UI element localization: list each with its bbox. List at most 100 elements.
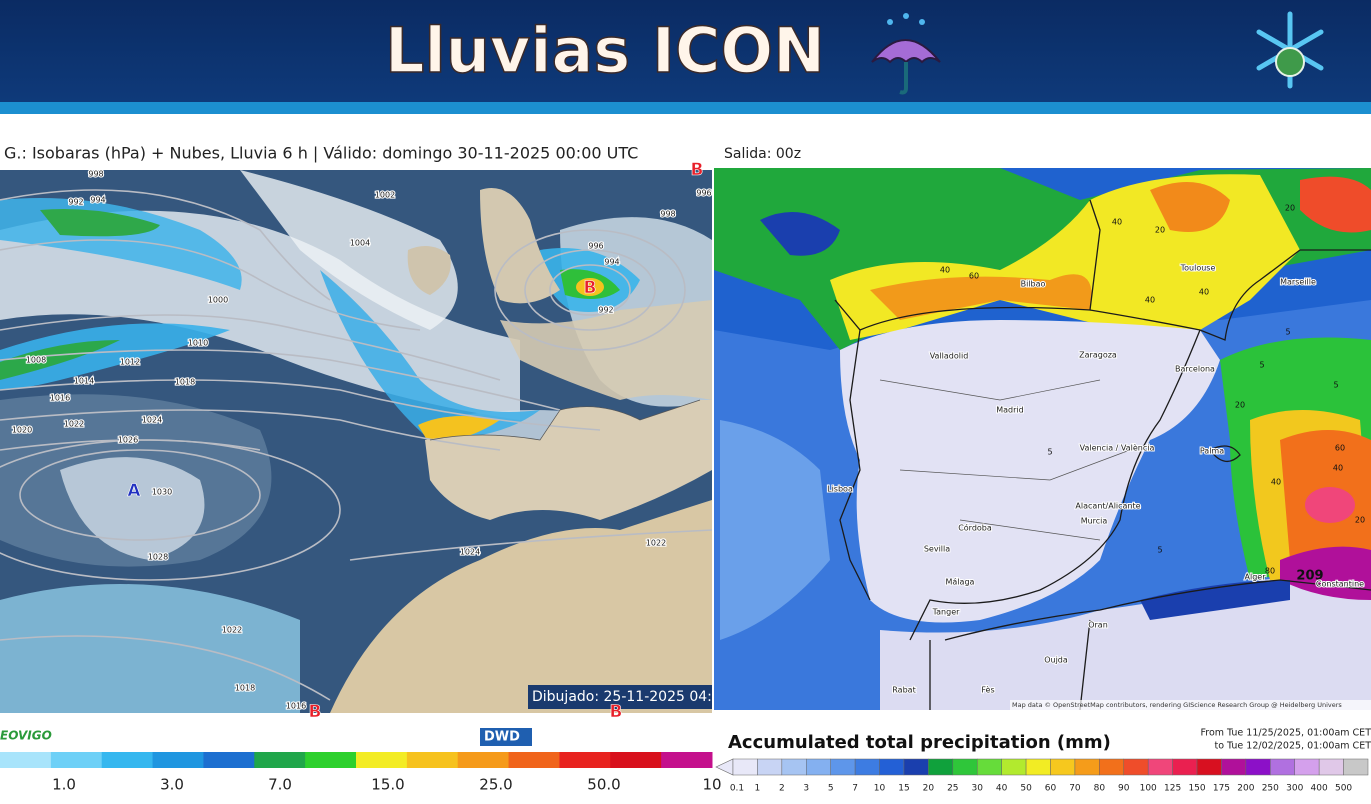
legend-swatch	[101, 752, 154, 768]
legend-swatch	[305, 752, 357, 768]
isobar-label: 996	[588, 242, 603, 251]
legend-label: 10	[702, 776, 721, 794]
city-label: Fès	[981, 685, 994, 695]
legend-label: 20	[923, 784, 935, 794]
legend-swatch	[1221, 758, 1247, 776]
city-label: Lisboa	[827, 485, 853, 494]
right-map	[714, 168, 1371, 710]
contour-label: 5	[1285, 328, 1290, 337]
isobar-label: 1008	[26, 356, 46, 365]
contour-label: 5	[1333, 381, 1338, 390]
legend-swatch	[1196, 758, 1222, 776]
isobar-label: 1004	[350, 239, 370, 248]
legend-swatch	[661, 752, 713, 768]
right-caption: Salida: 00z	[724, 146, 801, 162]
legend-swatch	[903, 758, 929, 776]
period-to: to Tue 12/02/2025, 01:00am CET	[1214, 741, 1371, 752]
contour-label: 20	[1155, 226, 1165, 235]
legend-swatch	[559, 752, 611, 768]
legend-label: 1.0	[52, 776, 76, 794]
legend-label: 30	[972, 784, 984, 794]
city-label: Sevilla	[924, 545, 950, 554]
city-label: Valladolid	[930, 352, 969, 361]
legend-swatch	[1294, 758, 1320, 776]
pressure-center: B	[309, 702, 322, 722]
legend-label: 70	[1069, 784, 1081, 794]
isobar-label: 1030	[152, 488, 172, 497]
isobar-label: 1016	[286, 702, 306, 711]
legend-swatch	[406, 752, 459, 768]
legend-swatch	[1172, 758, 1198, 776]
legend-label: 50	[1020, 784, 1032, 794]
legend-swatch	[50, 752, 103, 768]
pressure-center: B	[691, 160, 704, 180]
left-stamp: Dibujado: 25-11-2025 04:	[532, 689, 712, 705]
legend-swatch	[732, 758, 758, 776]
city-label: Tanger	[932, 608, 961, 617]
isobar-label: 1024	[460, 548, 480, 557]
city-label: Málaga	[946, 578, 975, 587]
header-stripe	[0, 102, 1371, 114]
legend-label: 3	[803, 784, 809, 794]
isobar-label: 1022	[64, 420, 84, 429]
legend-swatch	[1147, 758, 1173, 776]
isobar-label: 996	[696, 189, 711, 198]
logo-dwd: DWD	[484, 730, 520, 745]
legend-label: 300	[1286, 784, 1303, 794]
period-from: From Tue 11/25/2025, 01:00am CET	[1200, 728, 1371, 739]
contour-label: 20	[1235, 401, 1245, 410]
legend-swatch	[781, 758, 807, 776]
legend-swatch	[0, 752, 52, 768]
legend-swatch	[1099, 758, 1125, 776]
legend-label: 7	[852, 784, 858, 794]
isobar-label: 994	[90, 196, 105, 205]
snowflake-logo	[1256, 11, 1324, 89]
isobar-label: 1022	[222, 626, 242, 635]
dwd-box	[480, 728, 532, 746]
legend-swatch	[1123, 758, 1149, 776]
isobar-label: 1026	[118, 436, 138, 445]
contour-label: 80	[1265, 567, 1275, 576]
legend-swatch	[152, 752, 204, 768]
legend-label: 200	[1237, 784, 1254, 794]
legend-label: 50.0	[587, 776, 620, 794]
isobar-label: 998	[660, 210, 675, 219]
city-label: Valencia / València	[1080, 443, 1155, 453]
attribution-box	[1010, 700, 1371, 710]
city-label: Alger	[1245, 573, 1267, 582]
left-caption: G.: Isobaras (hPa) + Nubes, Lluvia 6 h |…	[4, 144, 638, 163]
contour-label: 40	[1145, 296, 1155, 305]
page-title: Lluvias ICON	[385, 14, 825, 87]
legend-label: 150	[1188, 784, 1205, 794]
legend-swatch	[610, 752, 662, 768]
isobar-label: 998	[88, 170, 103, 179]
contour-label: 40	[1199, 288, 1209, 297]
legend-label: 400	[1311, 784, 1328, 794]
legend-swatch	[830, 758, 856, 776]
legend-swatch	[1025, 758, 1051, 776]
city-label: Alacant/Alicante	[1075, 502, 1140, 511]
legend-label: 5	[828, 784, 834, 794]
legend-swatch	[1001, 758, 1027, 776]
legend-label: 3.0	[160, 776, 184, 794]
city-label: Oujda	[1044, 656, 1068, 665]
contour-label: 5	[1157, 546, 1162, 555]
legend-arrow	[715, 758, 734, 776]
legend-label: 250	[1262, 784, 1279, 794]
legend-label: 1	[755, 784, 761, 794]
contour-label: 40	[1112, 218, 1122, 227]
legend-swatch	[203, 752, 255, 768]
legend-swatch	[1050, 758, 1076, 776]
legend-swatch	[854, 758, 880, 776]
contour-label: 60	[969, 272, 979, 281]
legend-swatch	[457, 752, 510, 768]
legend-label: 100	[1140, 784, 1157, 794]
legend-swatch	[1343, 758, 1369, 776]
legend-label: 40	[996, 784, 1008, 794]
pressure-center: B	[610, 702, 623, 722]
pressure-center: A	[127, 481, 141, 501]
legend-swatch	[928, 758, 954, 776]
legend-swatch	[757, 758, 783, 776]
city-label: Murcia	[1081, 517, 1108, 526]
